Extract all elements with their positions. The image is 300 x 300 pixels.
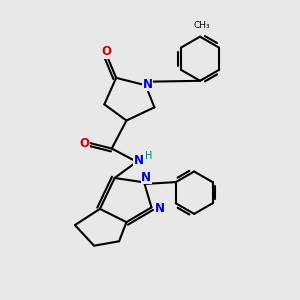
Text: N: N <box>141 171 151 184</box>
Text: N: N <box>134 154 144 167</box>
Text: N: N <box>142 78 153 91</box>
Text: CH₃: CH₃ <box>193 21 210 30</box>
Text: O: O <box>101 45 111 58</box>
Text: N: N <box>155 202 165 215</box>
Text: H: H <box>146 152 153 161</box>
Text: O: O <box>80 137 89 150</box>
